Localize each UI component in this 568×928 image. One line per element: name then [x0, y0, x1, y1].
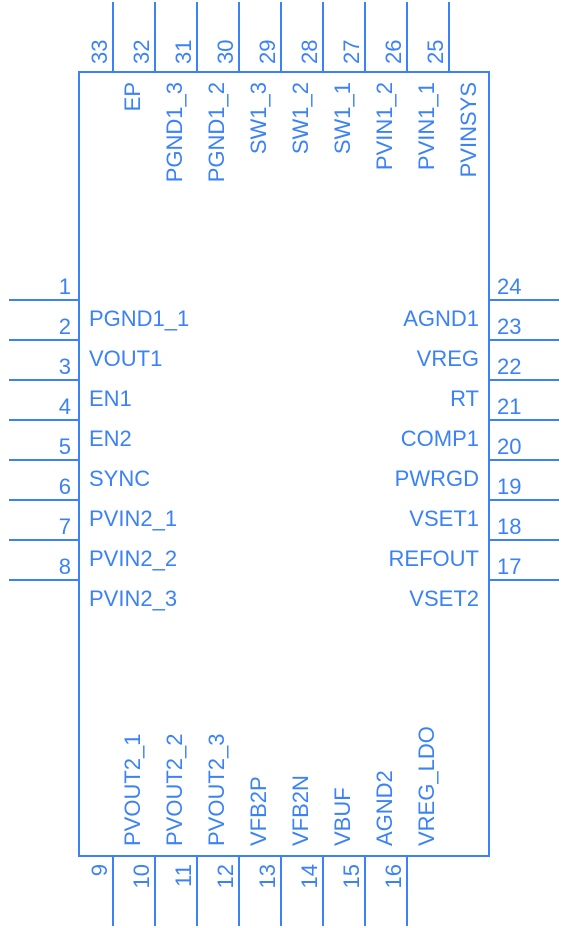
pin-number: 32 [129, 40, 154, 64]
pin-label: EP [120, 82, 145, 111]
pin-label: VSET2 [409, 586, 479, 611]
pin-number: 4 [59, 394, 71, 419]
pin-label: SW1_2 [288, 82, 313, 154]
pin-number: 7 [59, 514, 71, 539]
pin-label: VFB2P [246, 776, 271, 846]
pin-number: 30 [213, 40, 238, 64]
pin-label: COMP1 [401, 426, 479, 451]
pin-number: 6 [59, 474, 71, 499]
pin-number: 33 [87, 40, 112, 64]
pin-label: VOUT1 [89, 346, 162, 371]
pin-number: 27 [339, 40, 364, 64]
pin-number: 12 [213, 864, 238, 888]
pin-number: 24 [497, 274, 521, 299]
pin-label: RT [450, 386, 479, 411]
pin-label: PVIN2_1 [89, 506, 177, 531]
pin-number: 3 [59, 354, 71, 379]
pin-label: PVIN1_2 [372, 82, 397, 170]
pin-number: 29 [255, 40, 280, 64]
pin-label: VFB2N [288, 775, 313, 846]
pin-number: 5 [59, 434, 71, 459]
pin-number: 8 [59, 554, 71, 579]
pin-label: PVOUT2_2 [162, 734, 187, 847]
pin-number: 26 [381, 40, 406, 64]
pin-number: 11 [171, 864, 196, 887]
pin-label: PGND1_2 [204, 82, 229, 182]
pin-label: SYNC [89, 466, 150, 491]
pin-number: 14 [297, 864, 322, 888]
pin-number: 19 [497, 474, 521, 499]
pin-label: VBUF [330, 787, 355, 846]
pin-number: 2 [59, 314, 71, 339]
pin-label: VSET1 [409, 506, 479, 531]
pin-number: 23 [497, 314, 521, 339]
pin-number: 16 [381, 864, 406, 888]
pin-number: 20 [497, 434, 521, 459]
pin-label: AGND2 [372, 770, 397, 846]
pin-number: 15 [339, 864, 364, 888]
pin-number: 25 [423, 40, 448, 64]
pin-number: 31 [171, 40, 196, 64]
pin-label: AGND1 [403, 306, 479, 331]
pin-number: 10 [129, 864, 154, 888]
pin-label: PVIN1_1 [414, 82, 439, 170]
pin-number: 9 [87, 864, 112, 876]
pin-number: 1 [59, 274, 71, 299]
pin-label: REFOUT [389, 546, 479, 571]
pin-number: 18 [497, 514, 521, 539]
pin-number: 22 [497, 354, 521, 379]
pin-label: PVINSYS [456, 82, 481, 177]
pin-label: SW1_3 [246, 82, 271, 154]
pin-label: VREG [417, 346, 479, 371]
pin-label: PVIN2_3 [89, 586, 177, 611]
pin-number: 13 [255, 864, 280, 888]
pin-number: 17 [497, 554, 521, 579]
pin-label: EN1 [89, 386, 132, 411]
pin-number: 21 [497, 394, 521, 419]
pin-label: PVOUT2_1 [120, 734, 145, 847]
pin-number: 28 [297, 40, 322, 64]
pin-label: PVIN2_2 [89, 546, 177, 571]
pin-label: SW1_1 [330, 82, 355, 154]
pin-label: PWRGD [395, 466, 479, 491]
pin-label: PGND1_1 [89, 306, 189, 331]
pin-label: VREG_LDO [414, 726, 439, 846]
pin-label: PVOUT2_3 [204, 734, 229, 847]
pin-label: EN2 [89, 426, 132, 451]
pin-label: PGND1_3 [162, 82, 187, 182]
ic-pinout-diagram: 1 PGND1_1 2 VOUT1 3 EN1 4 EN2 5 SYNC 6 PVIN2_1 7 PVIN… [0, 0, 568, 928]
